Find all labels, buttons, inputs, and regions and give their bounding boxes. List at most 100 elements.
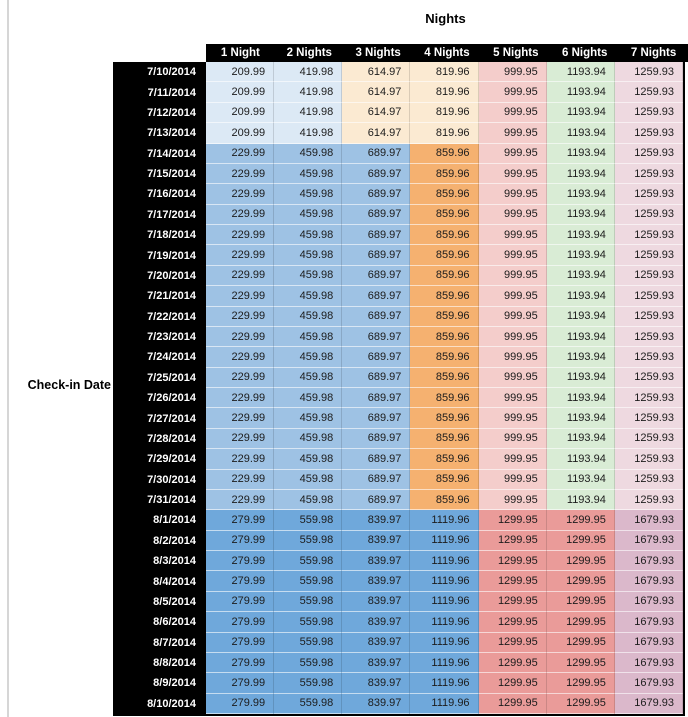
- price-cell[interactable]: 999.95: [478, 489, 547, 511]
- price-cell[interactable]: 614.97: [342, 102, 411, 124]
- row-header-date[interactable]: 7/18/2014: [113, 225, 206, 246]
- price-cell[interactable]: 689.97: [342, 469, 411, 490]
- price-cell[interactable]: 279.99: [206, 673, 275, 694]
- row-header-date[interactable]: 7/17/2014: [113, 204, 206, 225]
- price-cell[interactable]: 1193.94: [546, 286, 615, 307]
- price-cell[interactable]: 859.96: [410, 388, 479, 409]
- price-cell[interactable]: 1259.93: [614, 102, 683, 124]
- row-header-date[interactable]: 7/28/2014: [113, 428, 206, 450]
- price-cell[interactable]: 859.96: [410, 163, 479, 185]
- row-header-date[interactable]: 8/10/2014: [113, 693, 206, 714]
- price-cell[interactable]: 559.98: [274, 510, 343, 531]
- price-cell[interactable]: 859.96: [410, 204, 479, 225]
- price-cell[interactable]: 1679.93: [614, 652, 683, 674]
- price-cell[interactable]: 209.99: [206, 102, 275, 124]
- price-cell[interactable]: 1259.93: [614, 306, 683, 327]
- price-cell[interactable]: 859.96: [410, 489, 479, 511]
- price-cell[interactable]: 1259.93: [614, 449, 683, 470]
- price-cell[interactable]: 559.98: [274, 551, 343, 572]
- price-cell[interactable]: 1299.95: [546, 530, 615, 551]
- price-cell[interactable]: 1299.95: [546, 510, 615, 531]
- price-cell[interactable]: 999.95: [478, 225, 547, 246]
- price-cell[interactable]: 209.99: [206, 123, 275, 144]
- price-cell[interactable]: 689.97: [342, 265, 411, 287]
- price-cell[interactable]: 459.98: [274, 326, 343, 348]
- price-cell[interactable]: 859.96: [410, 469, 479, 490]
- price-cell[interactable]: 1299.95: [478, 652, 547, 674]
- row-header-date[interactable]: 7/12/2014: [113, 102, 206, 124]
- price-cell[interactable]: 229.99: [206, 449, 275, 470]
- price-cell[interactable]: 839.97: [342, 551, 411, 572]
- price-cell[interactable]: 1259.93: [614, 489, 683, 511]
- row-header-date[interactable]: 7/21/2014: [113, 286, 206, 307]
- price-cell[interactable]: 839.97: [342, 652, 411, 674]
- price-cell[interactable]: 1119.96: [410, 693, 479, 714]
- price-cell[interactable]: 1119.96: [410, 530, 479, 551]
- price-cell[interactable]: 459.98: [274, 489, 343, 511]
- price-cell[interactable]: 1259.93: [614, 123, 683, 144]
- column-header-5-nights[interactable]: 5 Nights: [493, 47, 539, 59]
- price-cell[interactable]: 1679.93: [614, 632, 683, 653]
- price-cell[interactable]: 999.95: [478, 408, 547, 429]
- price-cell[interactable]: 689.97: [342, 163, 411, 185]
- price-cell[interactable]: 279.99: [206, 652, 275, 674]
- price-cell[interactable]: 229.99: [206, 428, 275, 450]
- price-cell[interactable]: 279.99: [206, 693, 275, 714]
- price-cell[interactable]: 1193.94: [546, 184, 615, 205]
- price-cell[interactable]: 1259.93: [614, 326, 683, 348]
- price-cell[interactable]: 689.97: [342, 286, 411, 307]
- price-cell[interactable]: 229.99: [206, 265, 275, 287]
- price-cell[interactable]: 1299.95: [478, 612, 547, 633]
- price-cell[interactable]: 859.96: [410, 367, 479, 388]
- price-cell[interactable]: 1299.95: [478, 693, 547, 714]
- price-cell[interactable]: 229.99: [206, 225, 275, 246]
- price-cell[interactable]: 859.96: [410, 408, 479, 429]
- price-cell[interactable]: 1259.93: [614, 225, 683, 246]
- price-cell[interactable]: 1193.94: [546, 82, 615, 103]
- row-header-date[interactable]: 7/31/2014: [113, 489, 206, 511]
- row-header-date[interactable]: 7/25/2014: [113, 367, 206, 388]
- price-cell[interactable]: 229.99: [206, 326, 275, 348]
- price-cell[interactable]: 839.97: [342, 673, 411, 694]
- price-cell[interactable]: 1193.94: [546, 102, 615, 124]
- row-header-date[interactable]: 7/29/2014: [113, 449, 206, 470]
- price-cell[interactable]: 1193.94: [546, 428, 615, 450]
- price-cell[interactable]: 1299.95: [546, 612, 615, 633]
- price-cell[interactable]: 1259.93: [614, 286, 683, 307]
- price-cell[interactable]: 459.98: [274, 408, 343, 429]
- price-cell[interactable]: 1119.96: [410, 591, 479, 613]
- price-cell[interactable]: 1299.95: [546, 652, 615, 674]
- row-header-date[interactable]: 8/2/2014: [113, 530, 206, 551]
- price-cell[interactable]: 1259.93: [614, 82, 683, 103]
- price-cell[interactable]: 229.99: [206, 469, 275, 490]
- price-cell[interactable]: 1193.94: [546, 245, 615, 266]
- price-cell[interactable]: 1259.93: [614, 184, 683, 205]
- price-cell[interactable]: 1119.96: [410, 571, 479, 592]
- price-cell[interactable]: 1193.94: [546, 367, 615, 388]
- row-header-date[interactable]: 7/26/2014: [113, 388, 206, 409]
- price-cell[interactable]: 459.98: [274, 347, 343, 368]
- price-cell[interactable]: 559.98: [274, 673, 343, 694]
- price-cell[interactable]: 1193.94: [546, 306, 615, 327]
- row-header-date[interactable]: 7/24/2014: [113, 347, 206, 368]
- price-cell[interactable]: 1193.94: [546, 225, 615, 246]
- row-header-date[interactable]: 7/23/2014: [113, 326, 206, 348]
- price-cell[interactable]: 279.99: [206, 530, 275, 551]
- price-cell[interactable]: 999.95: [478, 204, 547, 225]
- price-cell[interactable]: 1679.93: [614, 530, 683, 551]
- price-cell[interactable]: 839.97: [342, 571, 411, 592]
- price-cell[interactable]: 1299.95: [478, 551, 547, 572]
- price-cell[interactable]: 1299.95: [478, 510, 547, 531]
- price-cell[interactable]: 1299.95: [546, 693, 615, 714]
- price-cell[interactable]: 559.98: [274, 571, 343, 592]
- price-cell[interactable]: 689.97: [342, 449, 411, 470]
- price-cell[interactable]: 1299.95: [478, 591, 547, 613]
- price-cell[interactable]: 1193.94: [546, 469, 615, 490]
- price-cell[interactable]: 839.97: [342, 632, 411, 653]
- price-cell[interactable]: 859.96: [410, 347, 479, 368]
- price-cell[interactable]: 459.98: [274, 204, 343, 225]
- price-cell[interactable]: 1299.95: [478, 530, 547, 551]
- price-cell[interactable]: 1259.93: [614, 204, 683, 225]
- price-cell[interactable]: 999.95: [478, 286, 547, 307]
- price-cell[interactable]: 1259.93: [614, 143, 683, 164]
